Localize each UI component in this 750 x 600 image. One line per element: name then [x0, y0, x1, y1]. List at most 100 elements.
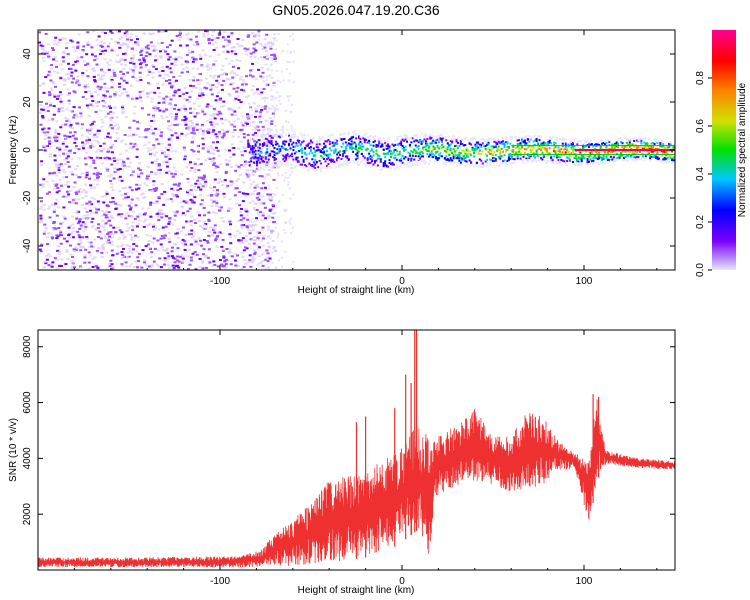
spectrogram-cell [306, 134, 309, 137]
spectrogram-cell [201, 94, 205, 97]
spectrogram-cell [205, 119, 209, 122]
spectrogram-cell [550, 160, 553, 163]
spectrogram-cell [133, 65, 137, 68]
spectrogram-cell [474, 137, 477, 140]
spectrogram-cell [630, 143, 633, 146]
spectrogram-cell [227, 35, 231, 38]
spectrogram-cell [72, 230, 76, 233]
spectrogram-cell [96, 251, 100, 254]
spectrogram-cell [120, 108, 124, 111]
spectrogram-cell [363, 141, 366, 144]
spectrogram-cell [200, 244, 204, 247]
spectrogram-cell [110, 151, 114, 154]
spectrogram-cell [273, 147, 276, 150]
spectrogram-cell [398, 165, 401, 168]
spectrogram-cell [144, 263, 148, 266]
spectrogram-cell [284, 171, 287, 174]
spectrogram-cell [253, 189, 257, 192]
spectrogram-cell [486, 141, 489, 144]
spectrogram-cell [51, 49, 55, 52]
spectrogram-cell [100, 255, 104, 258]
spectrogram-cell [254, 202, 258, 205]
spectrogram-cell [110, 263, 114, 266]
spectrogram-cell [155, 263, 159, 266]
spectrogram-cell [107, 211, 111, 214]
spectrogram-cell [109, 119, 113, 122]
spectrogram-cell [673, 159, 675, 162]
spectrogram-cell [38, 31, 42, 34]
spectrogram-cell [324, 153, 327, 156]
spectrogram-cell [551, 159, 554, 162]
spectrogram-cell [174, 115, 178, 118]
spectrogram-cell [209, 74, 213, 77]
spectrogram-cell [468, 142, 471, 145]
spectrogram-cell [249, 265, 253, 268]
spectrogram-cell [102, 226, 106, 229]
spectrogram-cell [270, 59, 273, 62]
spectrogram-cell [381, 168, 384, 171]
spectrogram-cell [264, 96, 268, 99]
spectrogram-cell [55, 120, 59, 123]
spectrogram-cell [373, 135, 376, 138]
spectrogram-cell [258, 154, 261, 157]
spectrogram-cell [237, 239, 241, 242]
spectrogram-cell [668, 146, 671, 149]
spectrogram-cell [373, 140, 376, 143]
spectrogram-cell [248, 193, 252, 196]
spectrogram-cell [323, 142, 326, 145]
spectrogram-cell [240, 154, 244, 157]
spectrogram-cell [122, 42, 126, 45]
spectrogram-cell [449, 143, 452, 146]
spectrogram-cell [270, 95, 274, 98]
spectrogram-cell [103, 223, 107, 226]
spectrogram-cell [212, 152, 216, 155]
spectrogram-cell [38, 41, 42, 44]
spectrogram-cell [318, 149, 321, 152]
spectrogram-cell [131, 133, 135, 136]
spectrogram-cell [484, 160, 487, 163]
spectrogram-cell [106, 45, 110, 48]
spectrogram-cell [548, 160, 551, 163]
spectrogram-cell [45, 258, 49, 261]
spectrogram-cell [110, 48, 114, 51]
spectrogram-cell [257, 38, 260, 41]
spectrogram-cell [281, 125, 284, 128]
spectrogram-cell [239, 239, 243, 242]
spectrogram-cell [113, 74, 117, 77]
spectrogram-cell [640, 142, 643, 145]
spectrogram-cell [77, 33, 81, 36]
spectrogram-cell [55, 267, 59, 270]
spectrogram-cell [85, 69, 89, 72]
spectrogram-cell [202, 206, 206, 209]
spectrogram-cell [187, 49, 191, 52]
spectrogram-cell [214, 212, 218, 215]
spectrogram-cell [547, 159, 550, 162]
spectrogram-cell [139, 61, 143, 64]
colorbar: 0.00.20.40.60.8 Normalized spectral ampl… [695, 30, 748, 277]
spectrogram-cell [595, 143, 598, 146]
spectrogram-cell [410, 141, 413, 144]
spectrogram-cell [248, 178, 251, 181]
spectrogram-cell [173, 243, 177, 246]
spectrogram-cell [258, 161, 261, 164]
spectrogram-cell [248, 220, 252, 223]
spectrogram-cell [507, 158, 510, 161]
spectrogram-cell [422, 140, 425, 143]
spectrogram-cell [48, 172, 52, 175]
spectrogram-cell [230, 147, 234, 150]
spectrogram-cell [451, 141, 454, 144]
spectrogram-cell [211, 189, 215, 192]
spectrogram-cell [258, 255, 262, 258]
spectrogram-cell [439, 133, 442, 136]
spectrogram-cell [257, 146, 261, 149]
spectrogram-cell [69, 149, 73, 152]
spectrogram-cell [80, 203, 84, 206]
spectrogram-cell [124, 217, 128, 220]
spectrogram-cell [327, 134, 330, 137]
colorbar-tick-label: 0.2 [695, 215, 706, 229]
spectrogram-cell [654, 156, 657, 159]
spectrogram-cell [554, 142, 557, 145]
spectrogram-cell [589, 158, 592, 161]
spectrogram-cell [120, 194, 124, 197]
spectrogram-cell [382, 165, 385, 168]
